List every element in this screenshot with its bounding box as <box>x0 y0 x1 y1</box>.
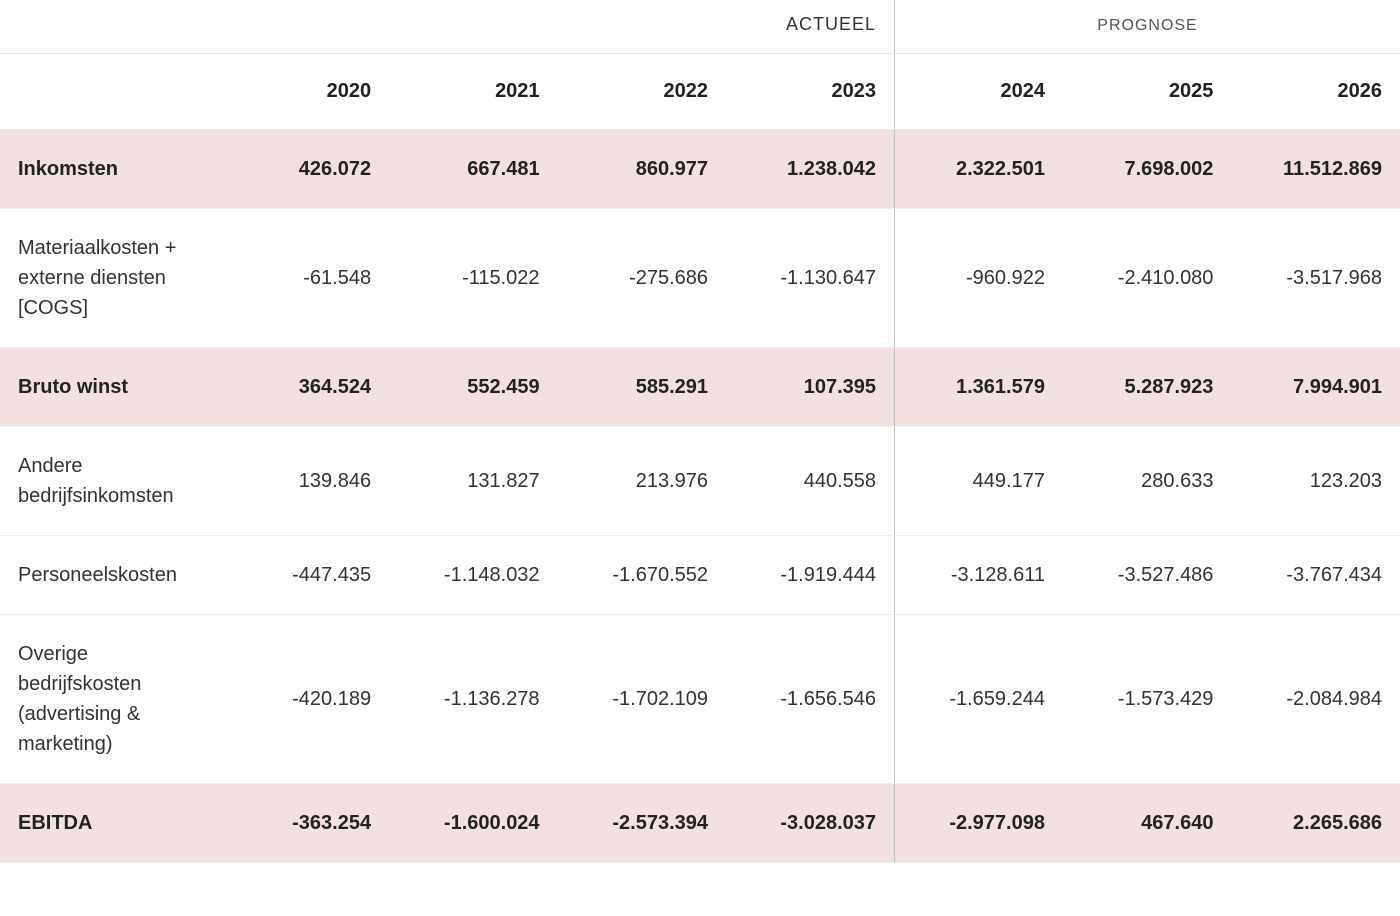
cell: 440.558 <box>726 427 894 536</box>
row-label: Personeelskosten <box>0 536 221 615</box>
section-header-empty <box>0 0 221 54</box>
cell: -61.548 <box>221 209 389 348</box>
cell: 449.177 <box>895 427 1063 536</box>
cell: 426.072 <box>221 130 389 209</box>
financial-table: ACTUEEL PROGNOSE 2020 2021 2022 2023 202… <box>0 0 1400 863</box>
section-header-forecast: PROGNOSE <box>895 0 1400 54</box>
cell: -3.128.611 <box>895 536 1063 615</box>
cell: -1.148.032 <box>389 536 557 615</box>
cell: -1.670.552 <box>558 536 726 615</box>
year-2026: 2026 <box>1231 54 1400 130</box>
row-label: Overige bedrijfskosten (advertising & ma… <box>0 615 221 784</box>
row-label: EBITDA <box>0 784 221 863</box>
section-header-empty <box>221 0 389 54</box>
cell: -420.189 <box>221 615 389 784</box>
cell: -2.573.394 <box>558 784 726 863</box>
table-row: Bruto winst 364.524 552.459 585.291 107.… <box>0 348 1400 427</box>
row-label: Materiaalkosten + externe diensten [COGS… <box>0 209 221 348</box>
cell: 364.524 <box>221 348 389 427</box>
cell: -447.435 <box>221 536 389 615</box>
cell: 860.977 <box>558 130 726 209</box>
year-header-empty <box>0 54 221 130</box>
cell: 552.459 <box>389 348 557 427</box>
table-row: Andere bedrijfsinkomsten 139.846 131.827… <box>0 427 1400 536</box>
cell: -2.410.080 <box>1063 209 1231 348</box>
year-2025: 2025 <box>1063 54 1231 130</box>
cell: 107.395 <box>726 348 894 427</box>
cell: -115.022 <box>389 209 557 348</box>
cell: -1.130.647 <box>726 209 894 348</box>
cell: -1.659.244 <box>895 615 1063 784</box>
cell: 1.361.579 <box>895 348 1063 427</box>
cell: 7.698.002 <box>1063 130 1231 209</box>
section-header-actual: ACTUEEL <box>726 0 894 54</box>
cell: 2.265.686 <box>1231 784 1400 863</box>
cell: 467.640 <box>1063 784 1231 863</box>
section-header-row: ACTUEEL PROGNOSE <box>0 0 1400 54</box>
year-2021: 2021 <box>389 54 557 130</box>
cell: -1.702.109 <box>558 615 726 784</box>
cell: -1.136.278 <box>389 615 557 784</box>
year-2020: 2020 <box>221 54 389 130</box>
table-row: Inkomsten 426.072 667.481 860.977 1.238.… <box>0 130 1400 209</box>
table-row: Overige bedrijfskosten (advertising & ma… <box>0 615 1400 784</box>
cell: -960.922 <box>895 209 1063 348</box>
cell: 1.238.042 <box>726 130 894 209</box>
cell: 123.203 <box>1231 427 1400 536</box>
cell: -3.767.434 <box>1231 536 1400 615</box>
cell: -1.600.024 <box>389 784 557 863</box>
cell: -3.517.968 <box>1231 209 1400 348</box>
cell: -1.573.429 <box>1063 615 1231 784</box>
section-header-empty <box>558 0 726 54</box>
cell: -1.919.444 <box>726 536 894 615</box>
row-label: Bruto winst <box>0 348 221 427</box>
cell: 585.291 <box>558 348 726 427</box>
cell: -2.084.984 <box>1231 615 1400 784</box>
cell: 139.846 <box>221 427 389 536</box>
cell: 5.287.923 <box>1063 348 1231 427</box>
cell: 131.827 <box>389 427 557 536</box>
year-2024: 2024 <box>895 54 1063 130</box>
cell: -2.977.098 <box>895 784 1063 863</box>
row-label: Andere bedrijfsinkomsten <box>0 427 221 536</box>
year-header-row: 2020 2021 2022 2023 2024 2025 2026 <box>0 54 1400 130</box>
year-2023: 2023 <box>726 54 894 130</box>
cell: -3.028.037 <box>726 784 894 863</box>
row-label: Inkomsten <box>0 130 221 209</box>
cell: -1.656.546 <box>726 615 894 784</box>
cell: -3.527.486 <box>1063 536 1231 615</box>
year-2022: 2022 <box>558 54 726 130</box>
cell: 11.512.869 <box>1231 130 1400 209</box>
cell: -275.686 <box>558 209 726 348</box>
table-row: Materiaalkosten + externe diensten [COGS… <box>0 209 1400 348</box>
cell: 667.481 <box>389 130 557 209</box>
cell: 213.976 <box>558 427 726 536</box>
table-row: Personeelskosten -447.435 -1.148.032 -1.… <box>0 536 1400 615</box>
section-header-empty <box>389 0 557 54</box>
cell: 280.633 <box>1063 427 1231 536</box>
table-row: EBITDA -363.254 -1.600.024 -2.573.394 -3… <box>0 784 1400 863</box>
cell: 7.994.901 <box>1231 348 1400 427</box>
cell: -363.254 <box>221 784 389 863</box>
cell: 2.322.501 <box>895 130 1063 209</box>
